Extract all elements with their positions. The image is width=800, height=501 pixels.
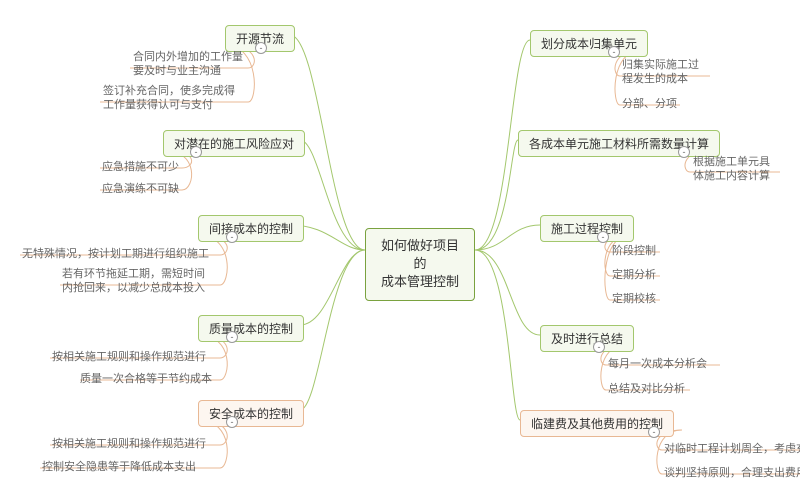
node-label: 施工过程控制 bbox=[551, 222, 623, 236]
right-node-3[interactable]: 及时进行总结 bbox=[540, 325, 634, 352]
left-node-3[interactable]: 质量成本的控制 bbox=[198, 315, 304, 342]
leaf: 定期分析 bbox=[612, 266, 656, 282]
left-node-2[interactable]: 间接成本的控制 bbox=[198, 215, 304, 242]
toggle-icon[interactable]: - bbox=[226, 331, 238, 343]
toggle-icon[interactable]: - bbox=[593, 341, 605, 353]
toggle-icon[interactable]: - bbox=[648, 426, 660, 438]
node-label: 安全成本的控制 bbox=[209, 407, 293, 421]
leaf: 定期校核 bbox=[612, 290, 656, 306]
node-label: 划分成本归集单元 bbox=[541, 37, 637, 51]
node-label: 质量成本的控制 bbox=[209, 322, 293, 336]
toggle-icon[interactable]: - bbox=[226, 416, 238, 428]
node-label: 间接成本的控制 bbox=[209, 222, 293, 236]
toggle-icon[interactable]: - bbox=[190, 146, 202, 158]
root-line2: 成本管理控制 bbox=[381, 274, 459, 289]
leaf: 分部、分项 bbox=[622, 95, 677, 111]
leaf: 按相关施工规则和操作规范进行 bbox=[52, 435, 206, 451]
toggle-icon[interactable]: - bbox=[255, 42, 267, 54]
toggle-icon[interactable]: - bbox=[608, 46, 620, 58]
root-line1: 如何做好项目的 bbox=[381, 238, 459, 271]
leaf: 质量一次合格等于节约成本 bbox=[80, 370, 212, 386]
leaf: 合同内外增加的工作量要及时与业主沟通 bbox=[133, 50, 243, 79]
leaf: 归集实际施工过程发生的成本 bbox=[622, 58, 699, 87]
node-label: 临建费及其他费用的控制 bbox=[531, 417, 663, 431]
left-node-1[interactable]: 对潜在的施工风险应对 bbox=[163, 130, 305, 157]
toggle-icon[interactable]: - bbox=[597, 231, 609, 243]
right-node-0[interactable]: 划分成本归集单元 bbox=[530, 30, 648, 57]
leaf: 按相关施工规则和操作规范进行 bbox=[52, 348, 206, 364]
leaf: 应急措施不可少 bbox=[102, 158, 179, 174]
leaf: 若有环节拖延工期，需短时间内抢回来，以减少总成本投入 bbox=[62, 267, 205, 296]
leaf: 根据施工单元具体施工内容计算 bbox=[693, 155, 770, 184]
toggle-icon[interactable]: - bbox=[226, 231, 238, 243]
leaf: 每月一次成本分析会 bbox=[608, 355, 707, 371]
leaf: 控制安全隐患等于降低成本支出 bbox=[42, 458, 196, 474]
leaf: 谈判坚持原则，合理支出费用 bbox=[664, 464, 800, 480]
leaf: 应急演练不可缺 bbox=[102, 180, 179, 196]
leaf: 对临时工程计划周全，考虑充分 bbox=[664, 440, 800, 456]
leaf: 签订补充合同，使多完成得工作量获得认可与支付 bbox=[103, 84, 235, 113]
node-label: 及时进行总结 bbox=[551, 332, 623, 346]
leaf: 阶段控制 bbox=[612, 242, 656, 258]
left-node-4[interactable]: 安全成本的控制 bbox=[198, 400, 304, 427]
leaf: 无特殊情况，按计划工期进行组织施工 bbox=[22, 245, 209, 261]
right-node-2[interactable]: 施工过程控制 bbox=[540, 215, 634, 242]
root-node[interactable]: 如何做好项目的 成本管理控制 bbox=[365, 228, 475, 301]
leaf: 总结及对比分析 bbox=[608, 380, 685, 396]
toggle-icon[interactable]: - bbox=[678, 146, 690, 158]
